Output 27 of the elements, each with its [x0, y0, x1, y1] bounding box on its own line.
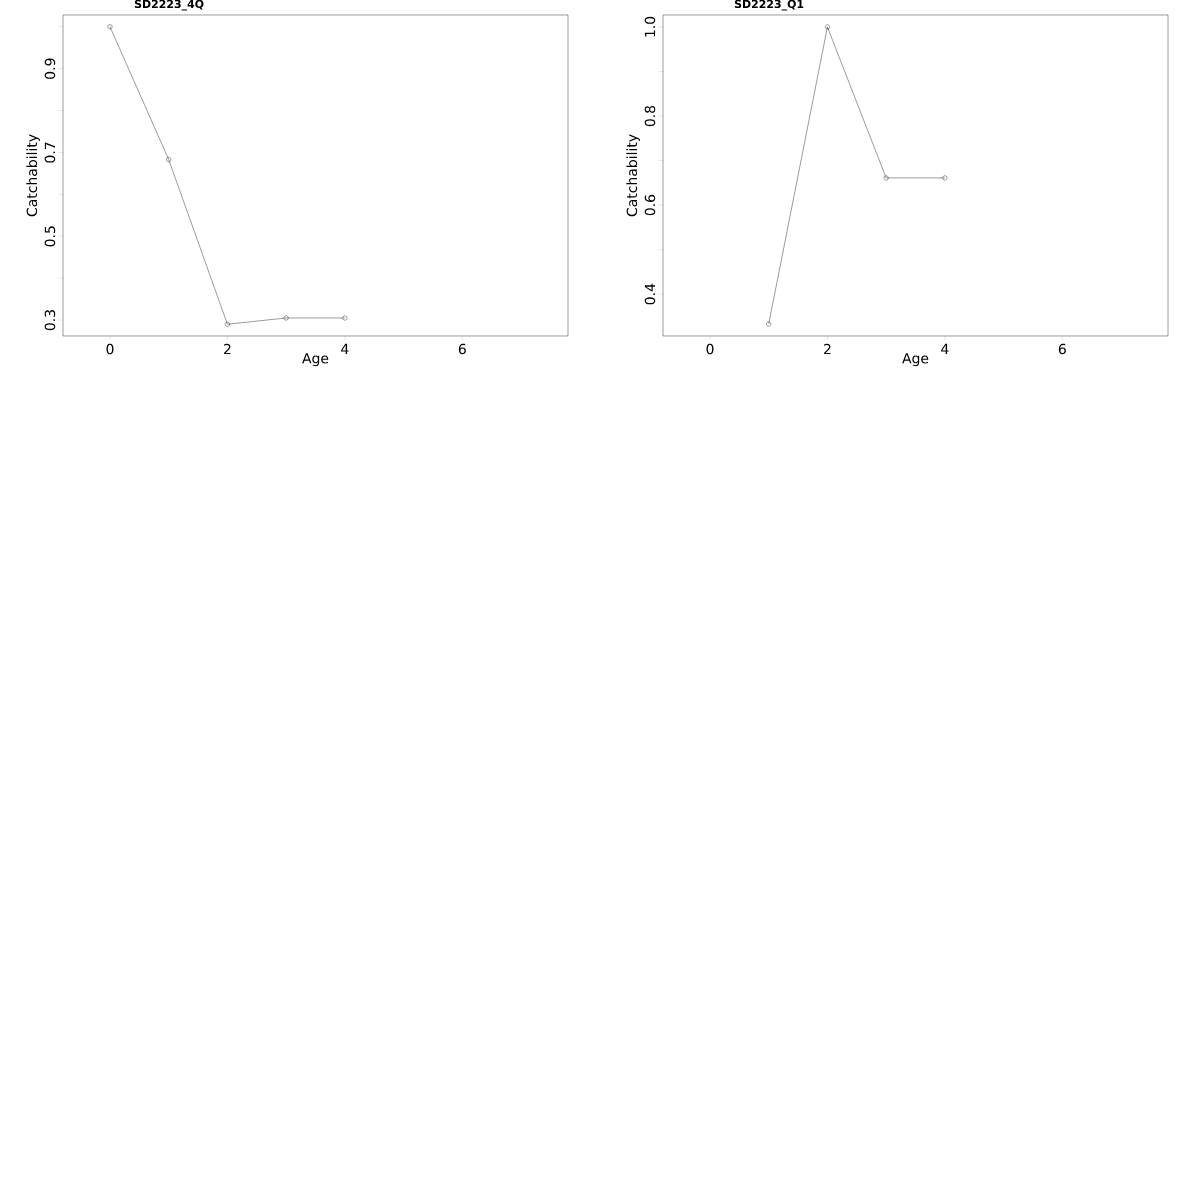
- x-tick-label: 0: [706, 343, 714, 355]
- y-tick-label: 0.7: [44, 142, 56, 163]
- chart-title: SD2223_Q1: [734, 0, 804, 11]
- x-axis-title: Age: [902, 353, 929, 367]
- point: [825, 24, 830, 30]
- y-axis-title: Catchability: [26, 134, 40, 217]
- x-tick-label: 4: [941, 343, 949, 354]
- x-tick-label: 0: [106, 343, 114, 355]
- x-tick-label: 6: [1058, 343, 1066, 355]
- point: [883, 175, 889, 181]
- y-tick-label: 0.6: [644, 194, 656, 216]
- point: [225, 321, 230, 327]
- y-tick-label: 0.5: [44, 226, 56, 247]
- x-tick-label: 6: [458, 343, 466, 355]
- y-tick-label: 0.8: [644, 105, 656, 127]
- chart-title: SD2223_4Q: [134, 0, 204, 11]
- y-tick-label: 1.0: [644, 16, 656, 37]
- y-tick-label: 0.9: [44, 58, 56, 79]
- x-axis-title: Age: [302, 353, 329, 367]
- y-axis-title: Catchability: [626, 134, 640, 217]
- y-tick-label: 0.3: [44, 310, 56, 331]
- point: [166, 157, 172, 162]
- x-tick-label: 4: [341, 343, 349, 354]
- y-tick-label: 0.4: [644, 283, 656, 305]
- x-tick-label: 2: [824, 343, 831, 355]
- x-tick-label: 2: [224, 343, 231, 355]
- point: [283, 315, 289, 321]
